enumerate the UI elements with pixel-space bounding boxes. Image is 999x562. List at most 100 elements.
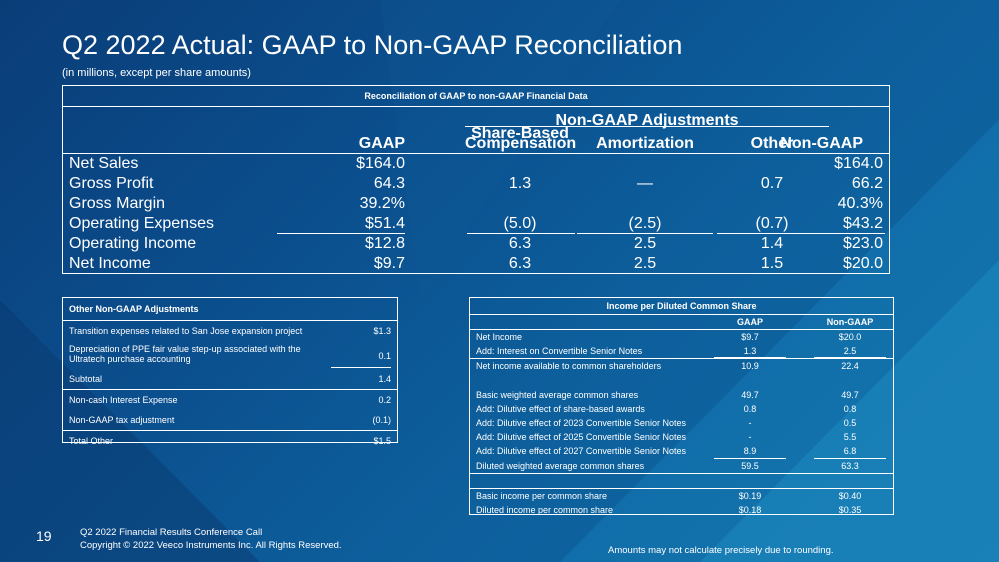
cell-label: Gross Profit [69, 175, 154, 192]
cell-gaap: 59.5 [741, 460, 759, 471]
cell-nongaap: $0.40 [838, 490, 862, 501]
col-gaap: GAAP [736, 317, 763, 327]
cell-amort: 2.5 [633, 235, 657, 252]
cell-nongaap: 6.8 [843, 446, 857, 457]
table-row: Add: Dilutive effect of 2025 Convertible… [470, 430, 893, 444]
cell-gaap: $0.18 [738, 504, 762, 515]
col-nongaap: Non-GAAP [826, 317, 874, 327]
table-row: Add: Dilutive effect of 2027 Convertible… [470, 444, 893, 459]
table-row: Net income available to common sharehold… [470, 358, 893, 373]
cell-nongaap: $0.35 [838, 504, 862, 515]
cell-label: Gross Margin [69, 195, 166, 212]
cell-sbc: (5.0) [503, 215, 537, 232]
table-row: Total Other $1.5 [69, 436, 391, 446]
cell-other: 1.4 [760, 235, 784, 252]
table-row: Net Sales $164.0 $164.0 [63, 154, 889, 174]
cell-nongaap: 0.8 [843, 403, 857, 414]
cell-label: Add: Dilutive effect of share-based awar… [476, 403, 645, 414]
col-gaap: GAAP [358, 135, 405, 152]
cell-label: Diluted income per common share [476, 504, 614, 515]
table-row: Net Income $9.7 $20.0 [470, 330, 893, 344]
col-amortization: Amortization [596, 135, 694, 152]
table-row: Basic weighted average common shares 49.7… [470, 388, 893, 402]
cell-label: Net Sales [69, 155, 139, 172]
cell-gaap: $9.7 [741, 332, 759, 342]
cell-label: Operating Income [69, 235, 197, 252]
cell-label: Net Income [476, 332, 523, 342]
cell-label: Basic weighted average common shares [476, 389, 639, 400]
rounding-note: Amounts may not calculate precisely due … [608, 545, 834, 556]
cell-nongaap: 66.2 [851, 175, 883, 192]
per-share-table: Income per Diluted Common Share GAAP Non… [469, 297, 894, 515]
cell-nongaap: 49.7 [841, 389, 859, 400]
cell-gaap: $12.8 [364, 235, 405, 252]
col-other: Other [750, 135, 794, 152]
cell-nongaap: $20.0 [838, 332, 862, 342]
cell-sbc: 6.3 [508, 235, 532, 252]
cell-label: Net income available to common sharehold… [476, 361, 662, 372]
cell-nongaap: 22.4 [841, 361, 859, 372]
cell-nongaap: $43.2 [842, 215, 883, 232]
cell-label: Add: Interest on Convertible Senior Note… [476, 346, 643, 357]
cell-label: Add: Dilutive effect of 2023 Convertible… [476, 417, 686, 428]
cell-gaap: - [748, 417, 752, 428]
cell-nongaap: $164.0 [834, 155, 883, 172]
table-row: Net Income $9.7 6.3 2.5 1.5 $20.0 [63, 254, 889, 274]
other-adjustments-table: Other Non-GAAP Adjustments Transition ex… [62, 297, 398, 446]
cell-sbc: 6.3 [508, 255, 532, 272]
other-caption: Other Non-GAAP Adjustments [63, 298, 397, 321]
cell-nongaap: 40.3% [837, 195, 883, 212]
table-row: Non-GAAP tax adjustment (0.1) [63, 410, 397, 431]
cell-nongaap: 0.5 [843, 417, 857, 428]
cell-nongaap: $20.0 [842, 255, 883, 272]
cell-gaap: $9.7 [373, 255, 405, 272]
column-headers: GAAP Share-Based Compensation Amortizati… [63, 126, 889, 154]
cell-amort: 2.5 [633, 255, 657, 272]
cell-label: Add: Dilutive effect of 2027 Convertible… [476, 446, 686, 457]
group-header: Non-GAAP Adjustments [63, 107, 889, 129]
cell-sbc: 1.3 [508, 175, 532, 192]
table-row: Add: Interest on Convertible Senior Note… [470, 344, 893, 359]
cell-gaap: 0.8 [743, 403, 757, 414]
cell-gaap: 49.7 [741, 389, 759, 400]
page-title: Q2 2022 Actual: GAAP to Non-GAAP Reconci… [62, 30, 683, 60]
cell-nongaap: $23.0 [842, 235, 883, 252]
table-row: Gross Margin 39.2% 40.3% [63, 194, 889, 214]
table-row: Depreciation of PPE fair value step-up a… [63, 341, 397, 369]
cell-gaap: 64.3 [373, 175, 405, 192]
cell-gaap: $51.4 [364, 215, 405, 232]
table-row: Basic income per common share $0.19 $0.40 [470, 487, 893, 503]
table-row: Operating Expenses $51.4 (5.0) (2.5) (0.7) $4… [63, 214, 889, 234]
cell-label: Diluted weighted average common shares [476, 460, 645, 471]
cell-other: 1.5 [760, 255, 784, 272]
cell-gaap: 8.9 [743, 446, 757, 457]
table-row: Non-cash Interest Expense 0.2 [63, 389, 397, 410]
table-row: Gross Profit 64.3 1.3 — 0.7 66.2 [63, 174, 889, 194]
cell-gaap: $164.0 [356, 155, 405, 172]
cell-nongaap: 2.5 [843, 346, 857, 357]
cell-amort: (2.5) [628, 215, 662, 232]
per-share-headers: GAAP Non-GAAP [470, 315, 893, 330]
group-header-label: Non-GAAP Adjustments [555, 112, 739, 129]
reconciliation-table: Reconciliation of GAAP to non-GAAP Finan… [62, 85, 890, 274]
footer-text: Q2 2022 Financial Results Conference Cal… [80, 527, 342, 551]
table-row: Add: Dilutive effect of 2023 Convertible… [470, 416, 893, 430]
table-row: Operating Income $12.8 6.3 2.5 1.4 $23.0 [63, 234, 889, 254]
cell-label: Basic income per common share [476, 490, 608, 501]
cell-label: Operating Expenses [69, 215, 214, 232]
page-subtitle: (in millions, except per share amounts) [62, 67, 251, 79]
cell-gaap: - [748, 432, 752, 443]
cell-gaap: $0.19 [738, 490, 762, 501]
table-row: Diluted income per common share $0.18 $0.3… [470, 503, 893, 517]
page-number: 19 [36, 528, 52, 544]
table-row: Transition expenses related to San Jose … [69, 326, 391, 336]
cell-other: 0.7 [760, 175, 784, 192]
cell-gaap: 10.9 [741, 361, 759, 372]
cell-amort: — [637, 175, 653, 192]
cell-nongaap: 5.5 [843, 432, 857, 443]
per-share-caption: Income per Diluted Common Share [470, 298, 893, 315]
cell-gaap: 1.3 [743, 346, 757, 357]
col-nongaap: Non-GAAP [780, 135, 863, 152]
cell-label: Add: Dilutive effect of 2025 Convertible… [476, 432, 686, 443]
